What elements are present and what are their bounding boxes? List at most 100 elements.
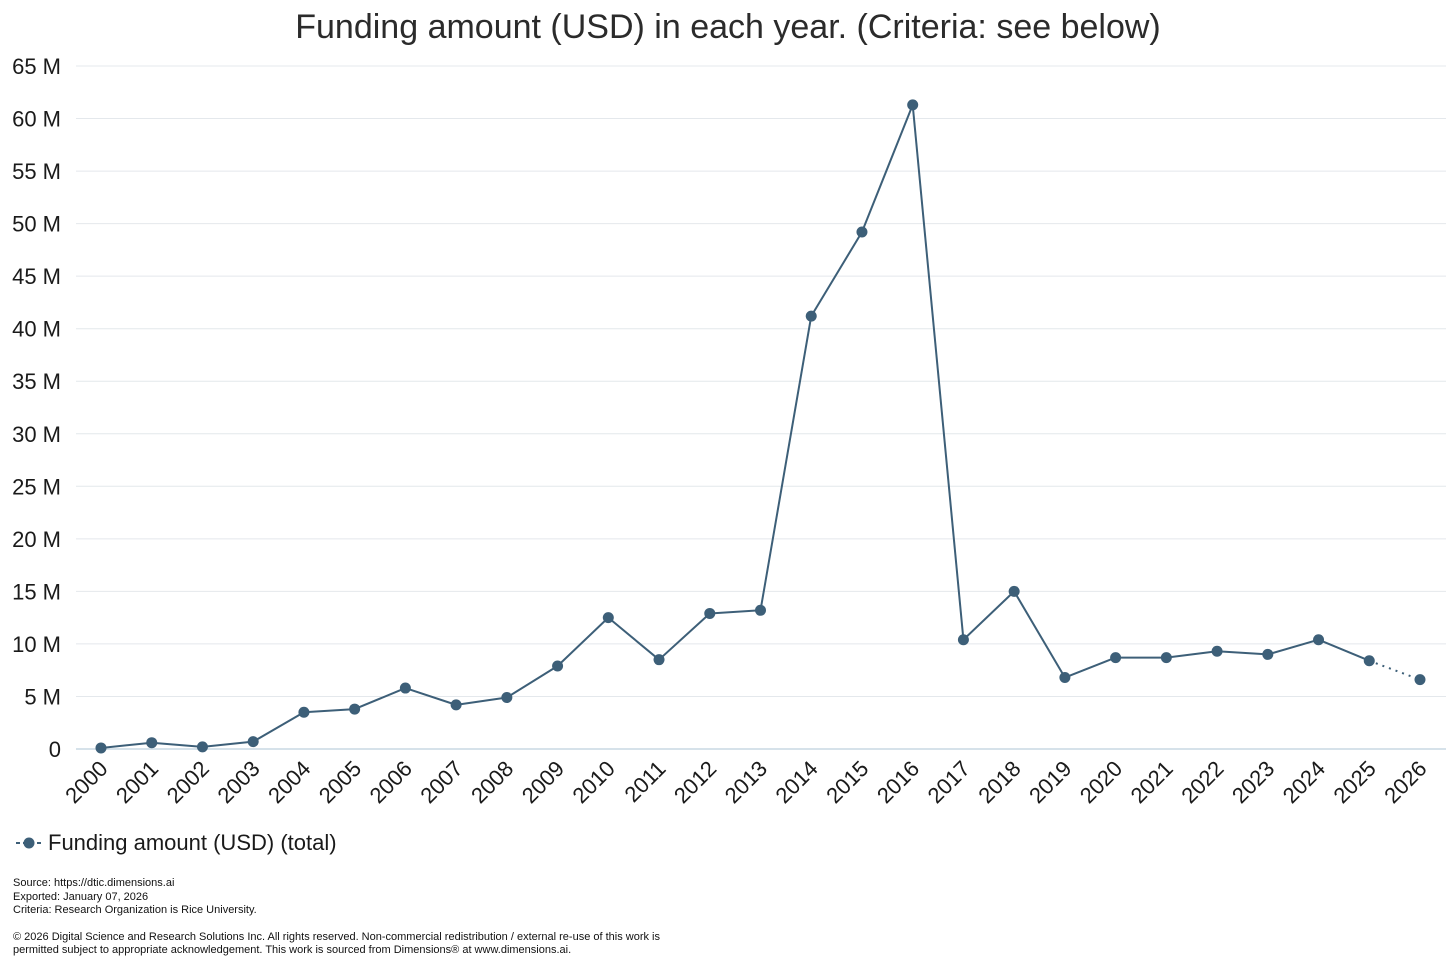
y-tick-label: 30 M: [12, 422, 61, 447]
x-tick-label: 2011: [619, 756, 670, 807]
y-tick-label: 25 M: [12, 474, 61, 499]
data-point[interactable]: [907, 99, 919, 111]
x-tick-label: 2010: [568, 756, 620, 808]
x-tick-label: 2002: [162, 756, 214, 808]
x-tick-label: 2016: [872, 756, 924, 808]
legend-label: Funding amount (USD) (total): [48, 830, 337, 855]
x-tick-label: 2017: [923, 756, 975, 808]
series-segment: [962, 590, 1015, 641]
data-point[interactable]: [1160, 652, 1172, 664]
data-point[interactable]: [95, 742, 107, 754]
footer-exported: Exported: January 07, 2026: [13, 890, 149, 903]
data-point[interactable]: [247, 736, 259, 748]
data-point[interactable]: [1110, 652, 1122, 664]
x-tick-label: 2009: [517, 756, 569, 808]
series-segment: [455, 696, 507, 706]
footer-source: Source: https://dtic.dimensions.ai: [13, 877, 175, 889]
data-point[interactable]: [450, 699, 462, 711]
series-segment: [1267, 638, 1319, 656]
gridlines: [76, 65, 1446, 750]
line-chart: 0 5 M 10 M 15 M 20 M 25 M 30 M 35 M 40 M 45 M 50 M…: [12, 54, 1446, 808]
series-segment: [1013, 590, 1066, 679]
data-point[interactable]: [1059, 672, 1071, 684]
x-axis-ticks: 2000200120022003200420052006200720082009…: [60, 756, 1431, 808]
data-point[interactable]: [298, 706, 310, 718]
x-tick-label: 2005: [314, 756, 366, 808]
y-tick-label: 10 M: [12, 632, 61, 657]
data-point[interactable]: [1262, 648, 1274, 660]
series-segment: [1318, 638, 1370, 662]
series-segment: [607, 616, 660, 661]
y-tick-label: 0: [49, 737, 61, 762]
series-segment: [1064, 656, 1116, 679]
series-segment: [658, 612, 711, 661]
series-line: [100, 104, 1421, 749]
series-segment: [911, 104, 965, 640]
data-point[interactable]: [399, 682, 411, 694]
series-segment: [759, 315, 813, 611]
data-point[interactable]: [805, 310, 817, 322]
x-tick-label: 2026: [1379, 756, 1431, 808]
data-point[interactable]: [957, 634, 969, 646]
x-tick-label: 2018: [973, 756, 1025, 808]
data-point[interactable]: [602, 612, 614, 624]
x-tick-label: 2024: [1278, 756, 1330, 808]
series-segment: [151, 741, 203, 748]
x-tick-label: 2007: [415, 756, 467, 808]
chart-footer: Source: https://dtic.dimensions.ai Expor…: [13, 877, 660, 958]
data-point[interactable]: [704, 607, 716, 619]
x-tick-label: 2023: [1227, 756, 1279, 808]
x-tick-label: 2022: [1176, 756, 1228, 808]
series-segment: [506, 665, 559, 699]
y-tick-label: 60 M: [12, 107, 61, 132]
data-point[interactable]: [1414, 674, 1426, 686]
series-segment: [810, 231, 863, 317]
x-tick-label: 2013: [720, 756, 772, 808]
series-segment: [1166, 650, 1218, 659]
series-segment: [861, 104, 914, 233]
data-point[interactable]: [196, 741, 208, 753]
data-point[interactable]: [856, 226, 868, 238]
y-tick-label: 15 M: [12, 579, 61, 604]
footer-copyright-line-2: permitted subject to appropriate acknowl…: [13, 944, 572, 956]
data-point[interactable]: [1313, 634, 1325, 646]
data-point[interactable]: [653, 654, 665, 666]
x-tick-label: 2004: [263, 756, 315, 808]
series-segment-dotted: [1368, 659, 1421, 681]
series-segment: [354, 687, 406, 710]
data-point[interactable]: [1008, 585, 1020, 597]
x-tick-label: 2021: [1126, 756, 1178, 808]
data-point[interactable]: [1211, 645, 1223, 657]
data-point[interactable]: [552, 660, 564, 672]
x-tick-label: 2003: [212, 756, 264, 808]
series-segment: [100, 741, 152, 749]
series-points: [95, 99, 1426, 754]
data-point[interactable]: [501, 692, 513, 704]
x-tick-label: 2000: [60, 756, 112, 808]
series-segment: [709, 609, 761, 615]
series-segment: [202, 740, 254, 748]
y-tick-label: 55 M: [12, 159, 61, 184]
data-point[interactable]: [1363, 655, 1375, 667]
data-point[interactable]: [755, 604, 766, 616]
data-point[interactable]: [349, 703, 361, 715]
series-segment: [252, 711, 305, 743]
y-tick-label: 45 M: [12, 264, 61, 289]
footer-copyright-line-1: © 2026 Digital Science and Research Solu…: [13, 930, 661, 943]
x-tick-label: 2001: [111, 756, 163, 808]
y-tick-label: 5 M: [24, 684, 61, 709]
data-point[interactable]: [146, 737, 158, 749]
y-tick-label: 35 M: [12, 369, 61, 394]
x-tick-label: 2006: [365, 756, 417, 808]
series-segment: [556, 616, 609, 667]
x-tick-label: 2012: [669, 756, 721, 808]
x-tick-label: 2014: [770, 756, 822, 808]
y-axis-ticks: 0 5 M 10 M 15 M 20 M 25 M 30 M 35 M 40 M 45 M 50 M…: [12, 54, 61, 762]
x-tick-label: 2015: [821, 756, 873, 808]
legend-marker-icon: [16, 837, 42, 849]
y-tick-label: 20 M: [12, 527, 61, 552]
footer-criteria: Criteria: Research Organization is Rice …: [13, 904, 257, 916]
chart-title: Funding amount (USD) in each year. (Crit…: [295, 8, 1161, 46]
legend[interactable]: Funding amount (USD) (total): [14, 830, 337, 856]
series-segment: [1217, 650, 1268, 656]
